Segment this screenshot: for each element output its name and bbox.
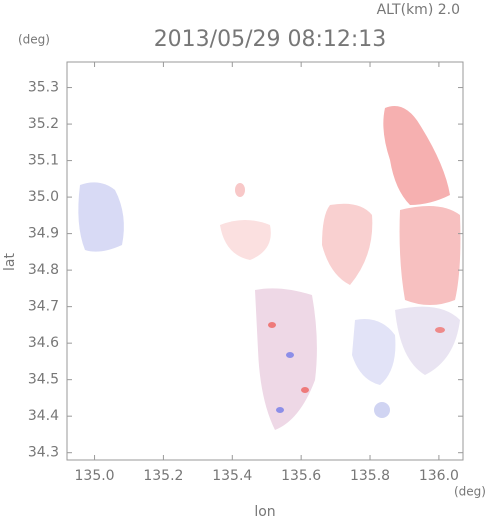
echo: [374, 402, 390, 418]
altitude-label: ALT(km) 2.0: [377, 2, 460, 18]
x-tick-label: 135.0: [75, 468, 115, 484]
y-tick-label: 34.7: [28, 299, 59, 315]
x-unit: (deg): [454, 485, 486, 499]
y-tick-label: 34.4: [28, 408, 59, 424]
echo: [286, 352, 294, 358]
y-axis-label: lat: [2, 253, 18, 271]
echo: [435, 327, 445, 333]
x-tick-label: 135.4: [212, 468, 252, 484]
echo: [268, 322, 276, 328]
echo: [276, 407, 284, 413]
y-tick-label: 35.3: [28, 80, 59, 96]
echo: [78, 182, 124, 252]
x-tick-label: 135.6: [281, 468, 321, 484]
echo: [383, 106, 450, 205]
y-unit: (deg): [18, 33, 50, 47]
plot-frame: [66, 61, 464, 461]
echo: [220, 220, 271, 260]
echo: [399, 206, 461, 305]
y-tick-label: 35.1: [28, 153, 59, 169]
radar-echoes: [78, 106, 461, 430]
x-tick-label: 136.0: [419, 468, 459, 484]
echo: [255, 288, 317, 430]
y-tick-label: 35.2: [28, 116, 59, 132]
x-axis-label: lon: [254, 504, 275, 520]
y-tick-label: 34.8: [28, 262, 59, 278]
echo: [235, 183, 245, 197]
y-tick-label: 34.5: [28, 372, 59, 388]
y-tick-label: 34.6: [28, 335, 59, 351]
y-tick-label: 34.3: [28, 445, 59, 461]
y-tick-label: 34.9: [28, 226, 59, 242]
echo: [395, 306, 460, 375]
x-tick-label: 135.2: [143, 468, 183, 484]
echo: [322, 203, 373, 285]
echo: [352, 319, 396, 385]
chart-title: 2013/05/29 08:12:13: [154, 27, 387, 52]
echo: [301, 387, 309, 393]
x-tick-label: 135.8: [350, 468, 390, 484]
y-tick-label: 35.0: [28, 189, 59, 205]
